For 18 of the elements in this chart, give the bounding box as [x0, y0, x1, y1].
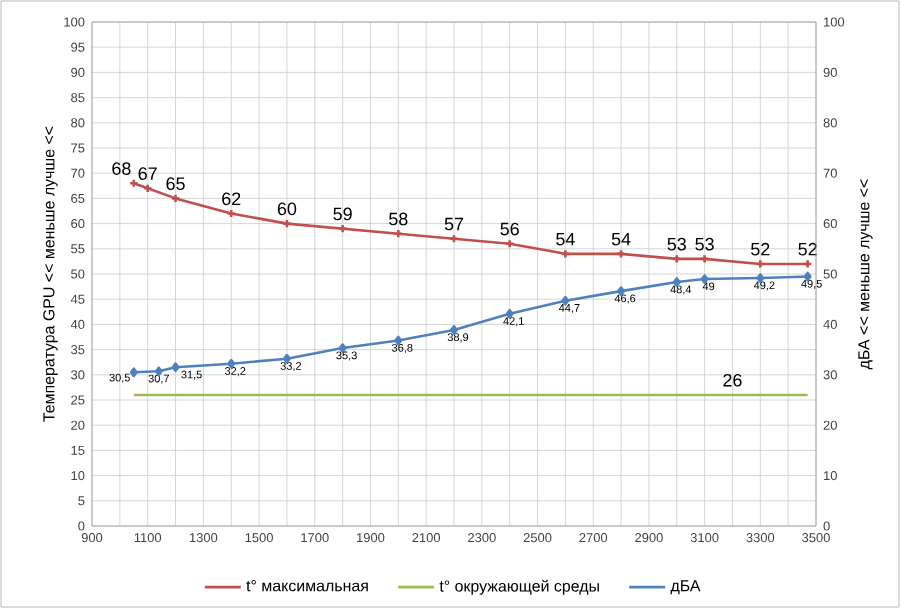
data-label: 62 [222, 192, 241, 206]
data-label: 56 [500, 222, 519, 236]
data-label: 60 [277, 202, 297, 216]
data-label: 52 [798, 242, 817, 256]
data-label: 54 [611, 232, 631, 246]
data-label: 59 [333, 207, 352, 221]
data-label: 68 [112, 162, 131, 175]
data-label: 65 [166, 177, 185, 191]
point [171, 362, 180, 373]
data-label: 57 [444, 217, 464, 231]
data-label: 26 [723, 373, 742, 387]
data-label: 54 [556, 232, 575, 246]
data-label: 67 [138, 167, 157, 180]
data-label: 53 [667, 237, 686, 251]
point [129, 367, 138, 378]
data-label: 58 [389, 212, 408, 226]
data-label: 52 [751, 242, 770, 256]
data-label: 53 [695, 237, 714, 251]
